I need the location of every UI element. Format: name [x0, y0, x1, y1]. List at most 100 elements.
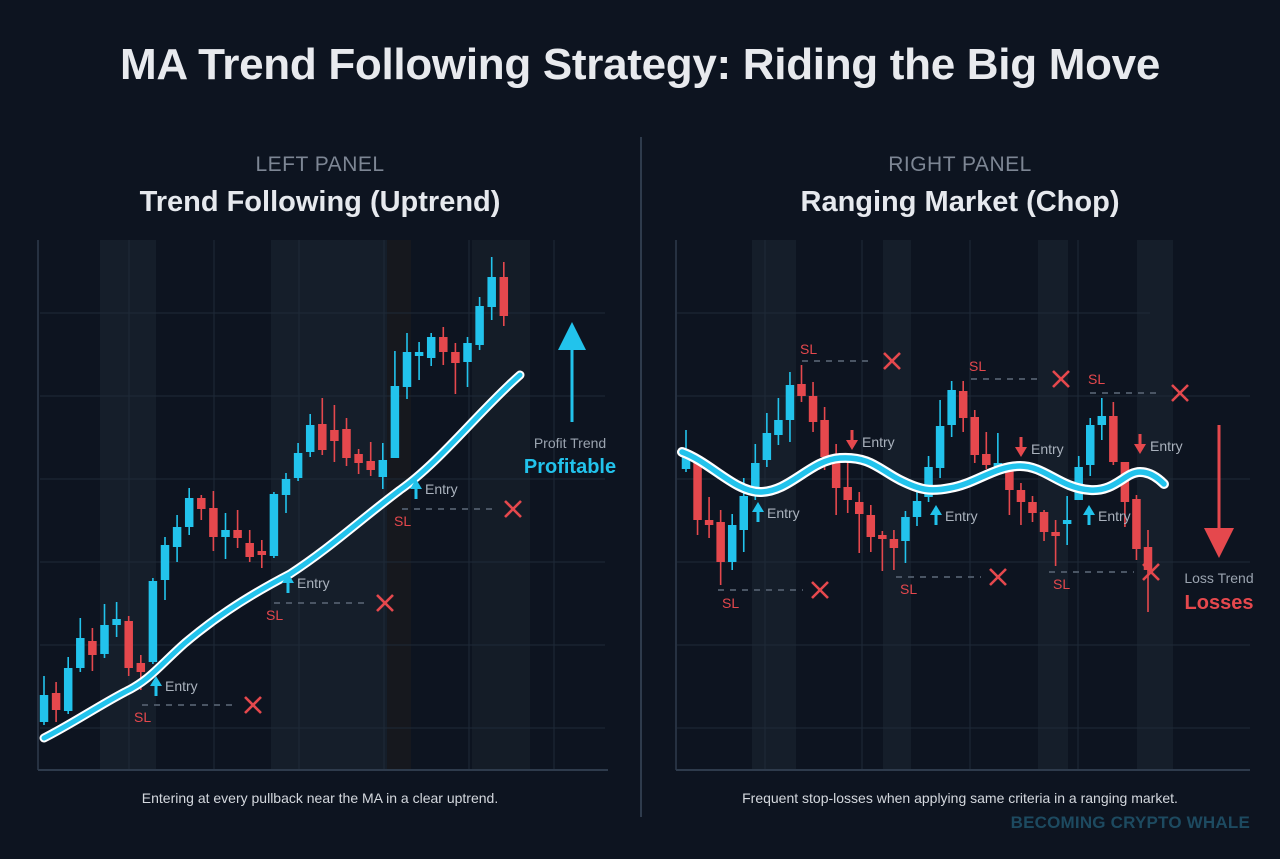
candle — [1097, 398, 1107, 440]
right-chart-grid — [677, 240, 1250, 770]
candle — [935, 400, 945, 478]
candle — [305, 414, 315, 457]
candle — [727, 514, 737, 570]
candle — [1016, 483, 1026, 525]
stop-hit-x-icon — [883, 352, 901, 370]
candle — [947, 381, 956, 437]
candle — [330, 405, 339, 462]
candle — [172, 515, 182, 562]
candle — [39, 676, 49, 725]
sl-label: SL — [800, 341, 817, 357]
entry-label: Entry — [945, 508, 978, 524]
entry-label: Entry — [1031, 441, 1064, 457]
candle — [439, 327, 448, 365]
candle — [704, 497, 714, 538]
left-entries: Entry SL Entry SL Entry SL — [134, 479, 522, 725]
candle — [124, 616, 133, 676]
candle — [112, 602, 121, 637]
entry-label: Entry — [862, 434, 895, 450]
right-chart-bands — [752, 240, 1173, 770]
right-candles — [681, 365, 1153, 612]
long-entry-arrow-icon — [150, 676, 162, 696]
candle — [843, 459, 852, 513]
sl-label: SL — [134, 709, 151, 725]
candle — [100, 604, 109, 658]
candle — [257, 540, 267, 568]
stop-hit-x-icon — [811, 581, 829, 599]
candle — [160, 537, 170, 600]
candle — [197, 495, 206, 520]
candle — [797, 365, 806, 402]
sl-label: SL — [969, 358, 986, 374]
right-entries: Entry SL Entry SL Entry SL Entry SL Entry SL Entry… — [718, 341, 1189, 611]
stop-hit-x-icon — [1171, 384, 1189, 402]
candle — [402, 333, 412, 399]
candle — [1062, 496, 1072, 545]
left-panel-caption: Entering at every pullback near the MA i… — [141, 790, 499, 806]
candle — [426, 333, 436, 366]
entry-label: Entry — [1098, 508, 1131, 524]
candle — [499, 262, 509, 326]
candle — [184, 488, 194, 535]
candle — [148, 578, 158, 664]
left-chart: Entry SL Entry SL Entry SL Profit Trend Profi… — [37, 240, 616, 771]
candle — [1143, 530, 1153, 612]
entry-label: Entry — [1150, 438, 1183, 454]
candle — [1005, 465, 1014, 515]
candle — [366, 442, 375, 476]
right-chart: Entry SL Entry SL Entry SL Entry SL Entry SL Entry… — [675, 240, 1254, 771]
candle — [1109, 402, 1118, 465]
candle — [378, 443, 388, 489]
loss-trend-label: Loss Trend — [1184, 570, 1253, 586]
candle — [354, 449, 363, 474]
candle — [982, 432, 991, 469]
candle — [63, 657, 73, 714]
stop-hit-x-icon — [376, 594, 394, 612]
candle — [808, 382, 818, 432]
candle — [878, 531, 887, 571]
stop-hit-x-icon — [244, 696, 262, 714]
entry-label: Entry — [767, 505, 800, 521]
candle — [487, 257, 496, 320]
candle — [245, 530, 254, 562]
right-panel-caption: Frequent stop-losses when applying same … — [742, 790, 1178, 806]
candle — [233, 510, 242, 548]
candle — [1132, 495, 1141, 560]
candle — [209, 491, 218, 551]
candle — [390, 351, 400, 458]
short-entry-arrow-icon — [1015, 437, 1027, 457]
stop-hit-x-icon — [1142, 563, 1160, 581]
candle — [51, 682, 61, 722]
candle — [318, 398, 327, 455]
entry-label: Entry — [165, 678, 198, 694]
left-panel-kicker: LEFT PANEL — [255, 153, 385, 176]
candle — [716, 510, 725, 585]
candle — [221, 513, 230, 559]
candle — [693, 463, 702, 535]
sl-label: SL — [394, 513, 411, 529]
candle — [762, 413, 772, 467]
candle — [342, 418, 351, 466]
candle — [855, 492, 864, 553]
watermark: BECOMING CRYPTO WHALE — [1010, 813, 1250, 832]
losses-label: Losses — [1185, 592, 1254, 614]
sl-label: SL — [1088, 371, 1105, 387]
candle — [1051, 520, 1060, 566]
candle — [912, 492, 922, 526]
page-title: MA Trend Following Strategy: Riding the … — [120, 40, 1160, 89]
candle — [785, 372, 795, 442]
candle — [970, 410, 979, 463]
candle — [993, 433, 1003, 468]
profit-arrow-icon — [558, 322, 586, 422]
stop-hit-x-icon — [504, 500, 522, 518]
candle — [414, 342, 424, 380]
right-panel-kicker: RIGHT PANEL — [888, 153, 1032, 176]
sl-label: SL — [722, 595, 739, 611]
long-entry-arrow-icon — [752, 502, 764, 522]
candle — [958, 381, 968, 432]
long-entry-arrow-icon — [1083, 505, 1095, 525]
sl-label: SL — [1053, 576, 1070, 592]
candle — [1028, 496, 1037, 522]
long-entry-arrow-icon — [282, 573, 294, 593]
